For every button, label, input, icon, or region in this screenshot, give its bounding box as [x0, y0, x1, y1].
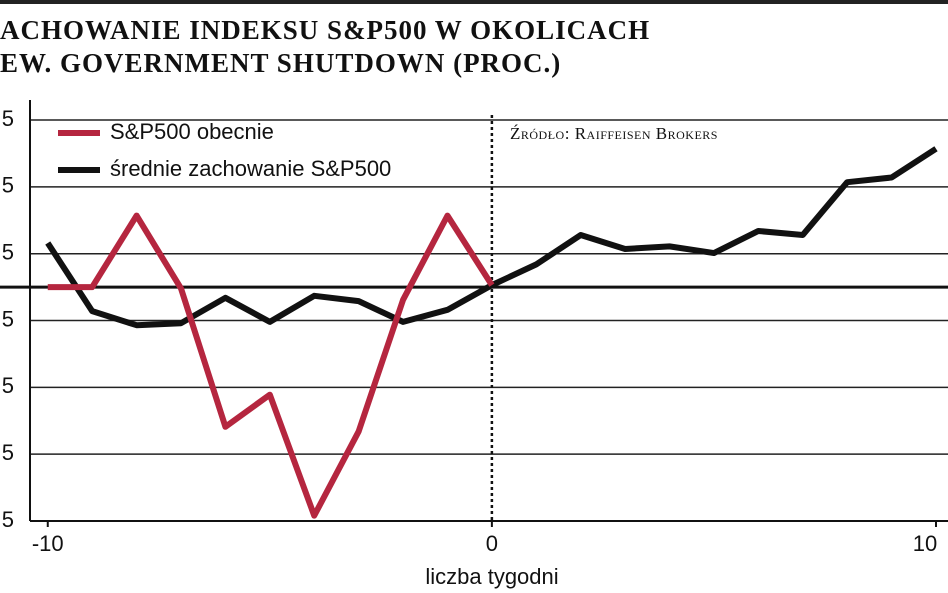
chart-title: EW. GOVERNMENT SHUTDOWN (PROC.) [0, 48, 561, 78]
x-tick-label: -10 [32, 531, 64, 556]
chart-title: ACHOWANIE INDEKSU S&P500 W OKOLICACH [0, 15, 650, 45]
y-tick-label: 5 [2, 240, 14, 265]
legend-label: średnie zachowanie S&P500 [110, 156, 391, 181]
y-tick-label: 5 [2, 507, 14, 532]
x-tick-label: 10 [913, 531, 937, 556]
series-line [47, 212, 495, 519]
y-tick-label: 5 [2, 440, 14, 465]
y-tick-label: 5 [2, 306, 14, 331]
x-axis-label: liczba tygodni [425, 564, 558, 589]
y-tick-label: 5 [2, 106, 14, 131]
legend-label: S&P500 obecnie [110, 119, 274, 144]
y-tick-label: 5 [2, 373, 14, 398]
x-tick-label: 0 [486, 531, 498, 556]
annotation: Źródło: Raiffeisen Brokers [510, 124, 718, 143]
y-tick-label: 5 [2, 173, 14, 198]
